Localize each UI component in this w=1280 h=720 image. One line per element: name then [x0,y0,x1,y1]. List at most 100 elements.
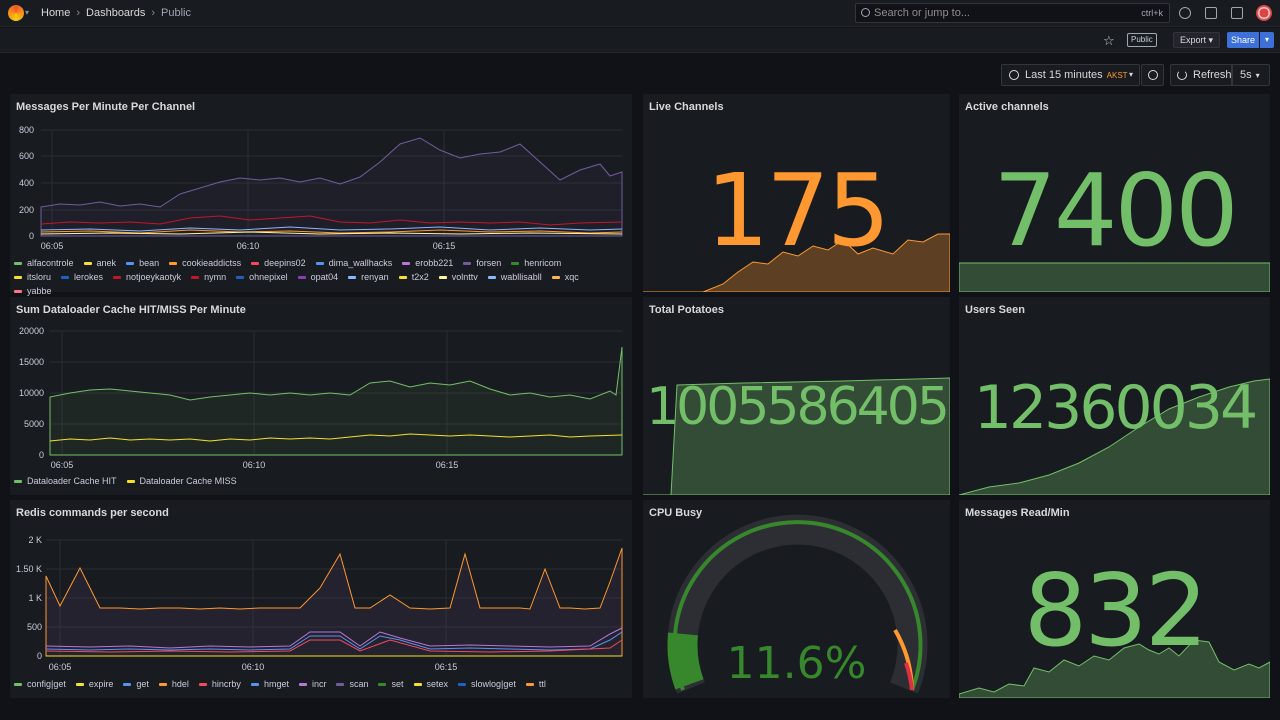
legend-label: deepins02 [264,258,306,268]
panel-title: Total Potatoes [649,304,724,316]
panel-total-potatoes[interactable]: Total Potatoes 1005586405 [643,297,950,495]
panel-title: Messages Read/Min [965,507,1070,519]
x-tick: 06:10 [242,662,265,672]
legend-item[interactable]: lerokes [61,272,103,282]
top-nav: ▾ Home › Dashboards › Public Search or j… [0,0,1280,27]
chevron-down-icon[interactable]: ▾ [25,8,30,17]
legend-item[interactable]: yabbe [14,286,52,296]
time-range-picker[interactable]: Last 15 minutes AKST ▾ [1001,64,1140,86]
zoom-out-button[interactable] [1141,64,1164,86]
legend-item[interactable]: nymn [191,272,226,282]
panel-messages-per-minute[interactable]: Messages Per Minute Per Channel 800 600 … [10,94,632,296]
legend-swatch [463,261,472,265]
legend-item[interactable]: alfacontrole [14,258,74,268]
legend-swatch [83,261,92,265]
panel-title: Active channels [965,101,1049,113]
search-icon [861,8,870,17]
legend-swatch [14,275,22,279]
series-line-others [40,231,623,235]
legend-item[interactable]: set [378,679,404,689]
y-tick: 200 [19,205,34,215]
x-tick: 06:15 [436,460,459,470]
series-line-hmget [45,627,623,649]
legend-item[interactable]: renyan [348,272,389,282]
legend-item[interactable]: cookieaddictss [169,258,241,268]
time-range-label: Last 15 minutes [1025,69,1103,81]
legend-item[interactable]: forsen [463,258,501,268]
avatar[interactable] [1256,5,1272,21]
series-line-get [45,631,623,651]
legend-item[interactable]: scan [336,679,368,689]
panel-messages-read[interactable]: Messages Read/Min 832 [959,500,1270,698]
stat-value: 7400 [993,152,1239,269]
legend-item[interactable]: hdel [158,679,189,689]
legend-item[interactable]: notjoeykaotyk [113,272,181,282]
legend-item[interactable]: t2x2 [398,272,429,282]
legend-label: dima_wallhacks [328,258,393,268]
legend-item[interactable]: hincrby [198,679,241,689]
legend-item[interactable]: Dataloader Cache MISS [126,476,237,486]
legend-item[interactable]: opat04 [297,272,338,282]
stat-value: 11.6% [726,638,867,689]
grafana-logo-icon[interactable] [8,5,24,21]
legend-swatch [458,682,467,686]
legend-item[interactable]: itsloru [14,272,51,282]
legend-item[interactable]: erobb221 [402,258,453,268]
panel-users-seen[interactable]: Users Seen 12360034 [959,297,1270,495]
breadcrumb-home[interactable]: Home [41,7,71,19]
legend-item[interactable]: deepins02 [251,258,306,268]
legend-item[interactable]: get [123,679,149,689]
legend-item[interactable]: volnttv [438,272,478,282]
panel-cpu-busy[interactable]: CPU Busy 11.6% [643,500,950,698]
export-label: Export [1180,35,1207,45]
search-shortcut: ctrl+k [1141,8,1163,18]
legend-swatch [348,275,357,279]
legend-item[interactable]: anek [83,258,116,268]
public-badge: Public [1127,33,1157,47]
kiosk-icon[interactable] [1231,7,1243,19]
share-button[interactable]: Share [1227,32,1259,48]
x-tick: 06:10 [243,460,266,470]
refresh-button[interactable]: Refresh [1170,64,1232,86]
legend-item[interactable]: xqc [551,272,579,282]
breadcrumb-dashboards[interactable]: Dashboards [86,7,146,19]
legend-item[interactable]: bean [126,258,159,268]
legend-item[interactable]: wabllisabll [487,272,542,282]
series-line-others [40,226,623,232]
x-tick: 06:15 [433,241,456,251]
legend-item[interactable]: hmget [250,679,289,689]
legend-swatch [14,682,22,686]
help-icon[interactable] [1179,7,1191,19]
refresh-icon [1177,70,1187,80]
stat-value: 832 [1023,552,1209,669]
legend-item[interactable]: setex [413,679,448,689]
search-input[interactable]: Search or jump to... ctrl+k [855,3,1170,23]
stat-value: 175 [705,152,891,269]
legend-label: cookieaddictss [182,258,242,268]
legend-item[interactable]: expire [75,679,113,689]
panel-redis[interactable]: Redis commands per second 2 K 1.50 K 1 K… [10,500,632,698]
legend-item[interactable]: Dataloader Cache HIT [14,476,117,486]
news-icon[interactable] [1205,7,1217,19]
legend-item[interactable]: slowlog|get [458,679,516,689]
y-tick: 1.50 K [16,564,42,574]
legend-item[interactable]: dima_wallhacks [315,258,393,268]
star-icon[interactable]: ☆ [1103,33,1115,48]
legend-item[interactable]: ttl [525,679,546,689]
legend-item[interactable]: ohnepixel [236,272,288,282]
legend-label: volnttv [451,272,478,282]
legend-item[interactable]: incr [298,679,326,689]
legend-label: lerokes [74,272,104,282]
share-menu-chevron-icon[interactable]: ▾ [1260,32,1274,48]
panel-dataloader[interactable]: Sum Dataloader Cache HIT/MISS Per Minute… [10,297,632,495]
export-button[interactable]: Export ▾ [1173,32,1221,48]
panel-live-channels[interactable]: Live Channels 175 [643,94,950,292]
refresh-interval-picker[interactable]: 5s ▾ [1232,64,1270,86]
legend-item[interactable]: config|get [14,679,66,689]
panel-active-channels[interactable]: Active channels 7400 [959,94,1270,292]
legend-item[interactable]: henricom [511,258,561,268]
stat-value: 1005586405 [646,377,950,437]
x-tick: 06:10 [237,241,260,251]
series-line-ttl [45,547,623,657]
y-tick: 5000 [24,419,44,429]
